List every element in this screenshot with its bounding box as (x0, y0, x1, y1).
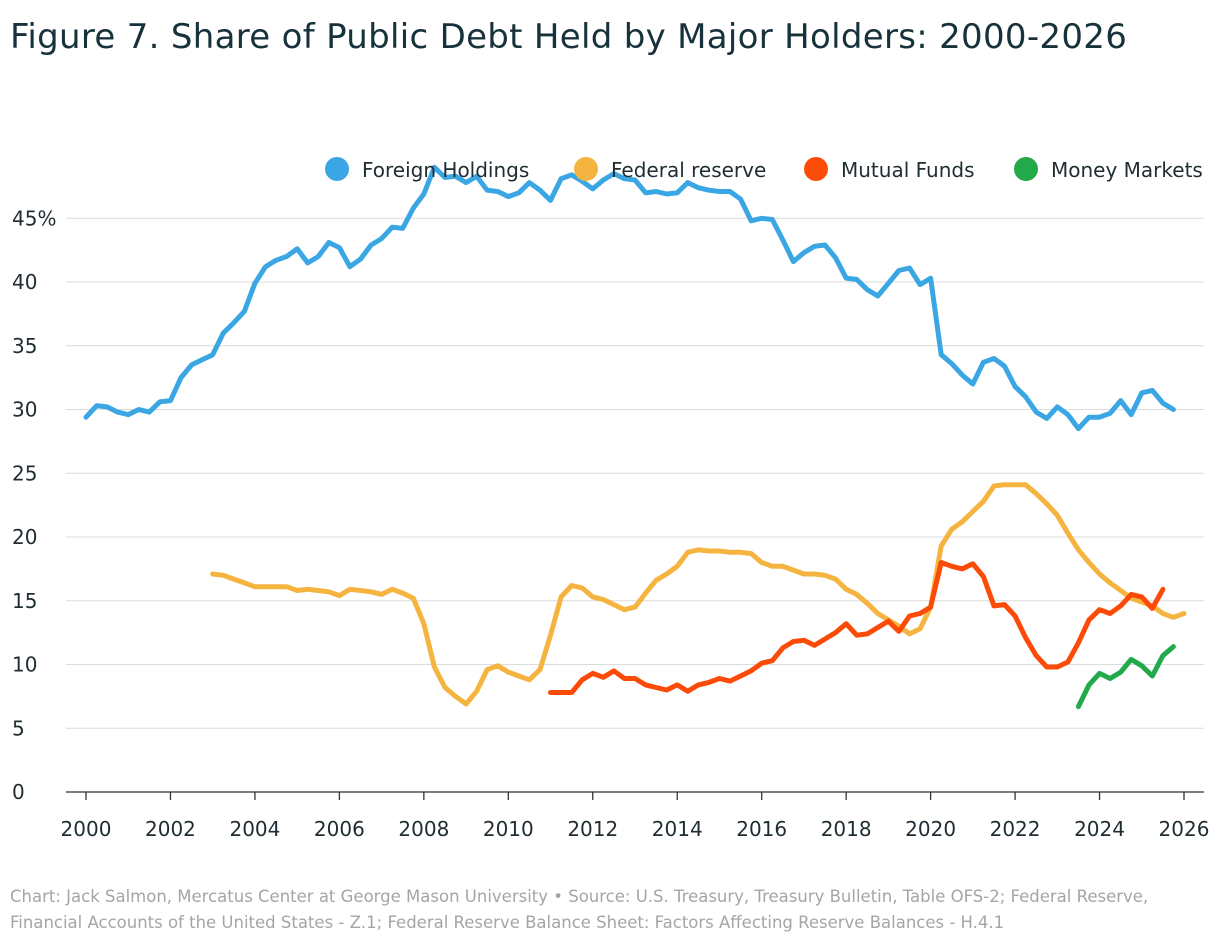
y-tick-label: 15 (12, 589, 37, 613)
y-tick-label: 25 (12, 461, 37, 485)
series-line-mutual-funds (548, 560, 1166, 695)
series-lines (83, 164, 1187, 710)
chart-title: Figure 7. Share of Public Debt Held by M… (10, 17, 1128, 57)
x-tick-label: 2016 (736, 817, 787, 841)
x-tick-label: 2000 (61, 817, 112, 841)
legend-label-foreign-holdings: Foreign Holdings (362, 158, 529, 182)
legend-marker-foreign-holdings (325, 157, 349, 181)
legend-label-mutual-funds: Mutual Funds (841, 158, 975, 182)
y-tick-label: 10 (12, 653, 37, 677)
x-tick-label: 2010 (483, 817, 534, 841)
x-tick-label: 2024 (1074, 817, 1125, 841)
y-tick-label: 30 (12, 398, 37, 422)
legend-label-federal-reserve: Federal reserve (611, 158, 766, 182)
x-tick-label: 2006 (314, 817, 365, 841)
x-tick-label: 2014 (652, 817, 703, 841)
x-tick-label: 2008 (398, 817, 449, 841)
series-line-federal-reserve (210, 482, 1187, 707)
x-tick-label: 2012 (567, 817, 618, 841)
y-tick-label: 40 (12, 270, 37, 294)
series-line-money-markets (1075, 644, 1176, 710)
y-tick-label: 20 (12, 525, 37, 549)
x-tick-label: 2020 (905, 817, 956, 841)
legend-marker-federal-reserve (574, 157, 598, 181)
y-tick-label: 45% (12, 206, 56, 230)
legend-marker-mutual-funds (804, 157, 828, 181)
x-tick-label: 2018 (821, 817, 872, 841)
y-tick-label: 0 (12, 780, 25, 804)
legend-label-money-markets: Money Markets (1051, 158, 1203, 182)
y-tick-label: 35 (12, 334, 37, 358)
axes: 0 5 10 15 20 25 30 35 40 45% 2000 2002 2004 2006 2008 2… (12, 206, 1209, 841)
x-tick-label: 2022 (990, 817, 1041, 841)
x-tick-label: 2026 (1159, 817, 1210, 841)
y-tick-label: 5 (12, 716, 25, 740)
legend-marker-money-markets (1014, 157, 1038, 181)
source-note: Chart: Jack Salmon, Mercatus Center at G… (10, 887, 1149, 932)
series-line-foreign-holdings (83, 164, 1176, 432)
legend: Foreign Holdings Federal reserve Mutual Fu… (325, 157, 1203, 182)
x-tick-label: 2004 (229, 817, 280, 841)
x-tick-label: 2002 (145, 817, 196, 841)
